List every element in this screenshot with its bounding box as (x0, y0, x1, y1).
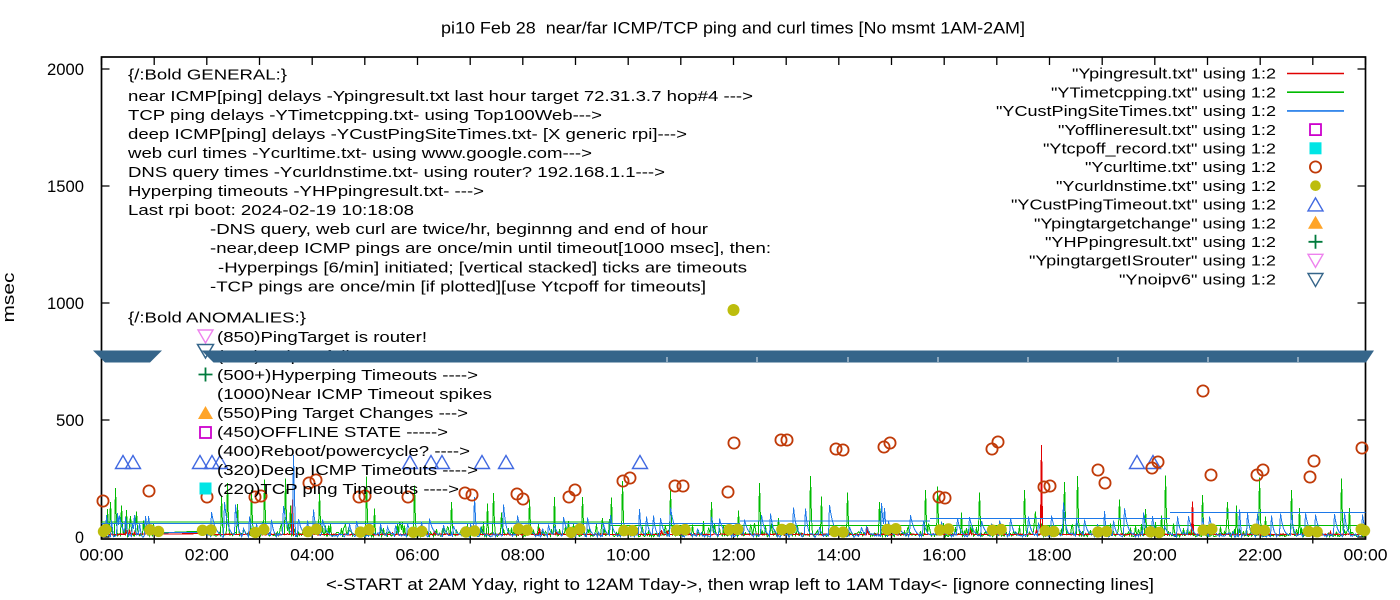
svg-text:(320)Deep ICMP Timeouts ---->: (320)Deep ICMP Timeouts ----> (217, 462, 478, 479)
svg-text:Hyperping timeouts -YHPpingres: Hyperping timeouts -YHPpingresult.txt- -… (128, 183, 484, 200)
svg-text:1000: 1000 (47, 295, 84, 313)
svg-text:-TCP pings are once/min [if pl: -TCP pings are once/min [if plotted][use… (210, 278, 706, 295)
svg-text:08:00: 08:00 (501, 547, 545, 565)
svg-text:02:00: 02:00 (185, 547, 229, 565)
svg-text:20:00: 20:00 (1133, 547, 1177, 565)
svg-text:00:00: 00:00 (80, 547, 124, 565)
svg-text:"Ycurldnstime.txt" using 1:2: "Ycurldnstime.txt" using 1:2 (1056, 178, 1276, 195)
svg-text:"Ypingtargetchange" using 1:2: "Ypingtargetchange" using 1:2 (1034, 215, 1276, 232)
svg-text:"YCustPingSiteTimes.txt" using: "YCustPingSiteTimes.txt" using 1:2 (996, 103, 1276, 120)
svg-text:18:00: 18:00 (1028, 547, 1072, 565)
svg-text:500: 500 (56, 412, 84, 430)
svg-text:TCP ping delays -YTimetcpping.: TCP ping delays -YTimetcpping.txt- using… (128, 107, 602, 124)
svg-text:"YTimetcpping.txt" using 1:2: "YTimetcpping.txt" using 1:2 (1051, 84, 1276, 101)
svg-text:"Ypingresult.txt" using 1:2: "Ypingresult.txt" using 1:2 (1072, 66, 1276, 83)
svg-text:(400)Reboot/powercycle? ---->: (400)Reboot/powercycle? ----> (217, 443, 470, 460)
svg-text:"Yofflineresult.txt" using 1:2: "Yofflineresult.txt" using 1:2 (1058, 122, 1276, 139)
svg-text:(500+)Hyperping Timeouts ---->: (500+)Hyperping Timeouts ----> (217, 367, 478, 384)
svg-text:16:00: 16:00 (922, 547, 966, 565)
svg-text:22:00: 22:00 (1238, 547, 1282, 565)
svg-text:deep ICMP[ping] delays -YCustP: deep ICMP[ping] delays -YCustPingSiteTim… (128, 126, 687, 143)
svg-text:-DNS query, web curl are twice: -DNS query, web curl are twice/hr, begin… (210, 221, 708, 238)
svg-text:14:00: 14:00 (817, 547, 861, 565)
svg-text:"Ytcpoff_record.txt" using 1:2: "Ytcpoff_record.txt" using 1:2 (1043, 141, 1276, 158)
svg-text:0: 0 (75, 529, 84, 547)
svg-text:(220)TCP ping Timeouts ---->: (220)TCP ping Timeouts ----> (217, 481, 459, 498)
svg-text:00:00: 00:00 (1344, 547, 1388, 565)
svg-text:web curl times -Ycurltime.txt-: web curl times -Ycurltime.txt- using www… (127, 145, 593, 162)
svg-text:{/:Bold GENERAL:}: {/:Bold GENERAL:} (128, 66, 287, 83)
svg-text:04:00: 04:00 (290, 547, 334, 565)
svg-text:10:00: 10:00 (606, 547, 650, 565)
svg-text:1500: 1500 (47, 178, 84, 196)
svg-text:"Ycurltime.txt" using 1:2: "Ycurltime.txt" using 1:2 (1085, 159, 1276, 176)
svg-text:(1000)Near ICMP Timeout spikes: (1000)Near ICMP Timeout spikes (217, 386, 492, 403)
svg-text:{/:Bold ANOMALIES:}: {/:Bold ANOMALIES:} (128, 309, 306, 326)
svg-text:-Hyperpings [6/min] initiated;: -Hyperpings [6/min] initiated; [vertical… (218, 259, 747, 276)
svg-text:Last rpi boot: 2024-02-19 10:1: Last rpi boot: 2024-02-19 10:18:08 (128, 202, 414, 219)
svg-text:"YCustPingTimeout.txt" using 1: "YCustPingTimeout.txt" using 1:2 (1011, 197, 1276, 214)
svg-text:"YpingtargetISrouter" using 1:: "YpingtargetISrouter" using 1:2 (1029, 253, 1276, 270)
svg-text:near ICMP[ping] delays -Ypingr: near ICMP[ping] delays -Ypingresult.txt … (128, 88, 753, 105)
svg-text:2000: 2000 (47, 61, 84, 79)
svg-text:06:00: 06:00 (396, 547, 440, 565)
svg-text:<-START at 2AM Yday, right to: <-START at 2AM Yday, right to 12AM Tday-… (326, 576, 1154, 594)
svg-text:-near,deep ICMP pings are once: -near,deep ICMP pings are once/min until… (210, 240, 771, 257)
svg-text:msec: msec (0, 273, 18, 323)
svg-text:(850)PingTarget is router!: (850)PingTarget is router! (217, 329, 427, 346)
svg-text:"Ynoipv6" using 1:2: "Ynoipv6" using 1:2 (1119, 271, 1276, 288)
svg-text:"YHPpingresult.txt" using 1:2: "YHPpingresult.txt" using 1:2 (1045, 234, 1276, 251)
svg-text:(550)Ping Target Changes --->: (550)Ping Target Changes ---> (217, 405, 468, 422)
svg-text:pi10 Feb 28 near/far ICMP/TCP: pi10 Feb 28 near/far ICMP/TCP ping and c… (441, 20, 1025, 38)
svg-text:(450)OFFLINE STATE ----->: (450)OFFLINE STATE -----> (217, 424, 448, 441)
svg-text:12:00: 12:00 (712, 547, 756, 565)
svg-text:DNS query times -Ycurldnstime.: DNS query times -Ycurldnstime.txt- using… (128, 164, 665, 181)
